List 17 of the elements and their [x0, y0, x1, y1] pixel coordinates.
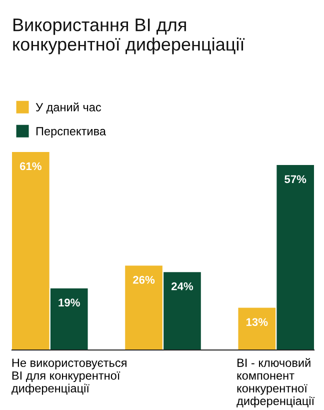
- legend-label: Перспектива: [36, 127, 106, 138]
- bar: [164, 272, 201, 350]
- bar: [50, 288, 88, 350]
- data-label: 13%: [246, 318, 268, 326]
- bar: [12, 152, 50, 350]
- data-label: 61%: [20, 162, 42, 170]
- data-label: 24%: [171, 282, 194, 290]
- chart-title: Використання BI для конкурентної диференціації: [13, 18, 245, 54]
- x-tick-label: BI - ключовий компонент конкурентної диференціації: [236, 358, 314, 408]
- legend-label: У даний час: [36, 102, 102, 114]
- x-tick-label: Не використовується BI для конкурентної диференціації: [12, 358, 126, 395]
- data-label: 57%: [284, 175, 306, 184]
- bar: [276, 164, 314, 350]
- bar: [238, 308, 276, 350]
- bar: [125, 266, 162, 350]
- data-label: 19%: [58, 298, 80, 306]
- data-label: 26%: [133, 276, 155, 284]
